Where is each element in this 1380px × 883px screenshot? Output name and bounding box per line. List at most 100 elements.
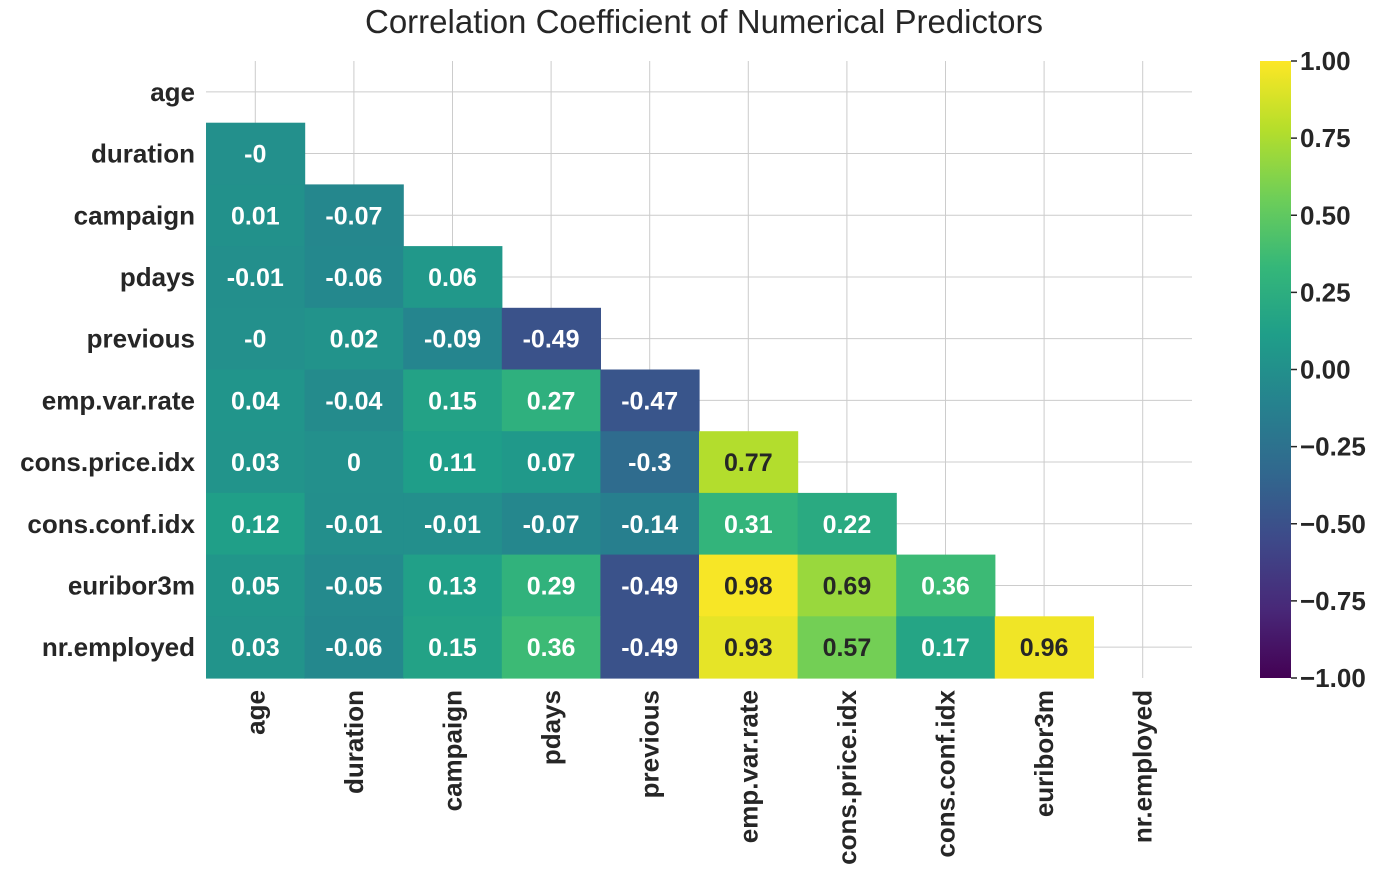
heatmap-cell [699, 492, 799, 556]
colorbar-tick-label: 0.50 [1300, 200, 1351, 230]
heatmap-cell [206, 492, 306, 556]
heatmap-cell [206, 307, 306, 371]
cell-value-label: -0.07 [523, 511, 580, 539]
heatmap-cell [501, 369, 601, 432]
cell-value-label: 0.02 [330, 326, 379, 354]
heatmap-cell [304, 369, 404, 432]
cell-value-label: 0 [347, 449, 361, 477]
cell-value-label: -0 [244, 141, 266, 169]
cell-value-label: -0.47 [621, 387, 678, 415]
heatmap-cell [304, 307, 404, 371]
cell-value-label: 0.03 [231, 634, 280, 662]
column-tick-label: emp.var.rate [733, 690, 763, 843]
heatmap-cell [403, 492, 503, 556]
heatmap-cell [304, 616, 404, 679]
row-tick-label: age [150, 77, 195, 107]
heatmap-cell [501, 492, 601, 556]
column-tick-label: euribor3m [1029, 690, 1059, 817]
column-tick-label: nr.employed [1128, 690, 1158, 843]
row-tick-label: emp.var.rate [42, 385, 195, 415]
heatmap-cell [600, 369, 700, 432]
cell-value-label: 0.36 [527, 634, 576, 662]
heatmap-cell [797, 554, 897, 617]
heatmap-cell [403, 246, 503, 309]
heatmap-cell [403, 431, 503, 494]
cell-value-label: -0.05 [325, 572, 382, 600]
heatmap-cell [896, 554, 996, 617]
row-tick-label: cons.price.idx [20, 447, 195, 477]
cell-value-label: 0.11 [429, 449, 476, 477]
chart-title: Correlation Coefficient of Numerical Pre… [365, 3, 1043, 40]
colorbar-tick-label: 1.00 [1300, 46, 1351, 76]
column-tick-label: duration [339, 690, 369, 794]
heatmap-cell [600, 554, 700, 617]
colorbar-tick-label: 0.00 [1300, 355, 1351, 385]
cell-value-label: 0.15 [428, 634, 477, 662]
row-tick-label: previous [87, 324, 195, 354]
heatmap-cell [403, 307, 503, 371]
row-tick-label: duration [91, 139, 195, 169]
cell-value-label: 0.98 [724, 572, 773, 600]
cell-value-label: -0.3 [628, 449, 671, 477]
heatmap-cell [896, 616, 996, 679]
heatmap-cell [206, 246, 306, 309]
column-tick-label: cons.price.idx [832, 689, 862, 864]
column-tick-label: age [240, 690, 270, 735]
colorbar-tick-label: −0.25 [1300, 432, 1366, 462]
cell-value-label: -0.49 [621, 634, 678, 662]
heatmap-cells [206, 122, 1094, 679]
heatmap-cell [699, 431, 799, 494]
heatmap-cell [797, 492, 897, 556]
heatmap-cell [206, 184, 306, 247]
colorbar-gradient [1260, 61, 1291, 678]
cell-value-label: 0.03 [231, 449, 280, 477]
heatmap-cell [600, 431, 700, 494]
cell-value-label: 0.36 [921, 572, 970, 600]
cell-value-label: 0.96 [1020, 634, 1069, 662]
colorbar-tick-label: −1.00 [1300, 663, 1366, 693]
heatmap-cell [501, 307, 601, 371]
row-tick-labels: age duration campaign pdays previous emp.var.… [20, 77, 195, 662]
column-tick-label: campaign [438, 690, 468, 811]
heatmap-cell [501, 616, 601, 679]
cell-value-label: 0.05 [231, 572, 280, 600]
cell-value-label: -0.06 [325, 264, 382, 292]
cell-value-label: 0.01 [231, 202, 280, 230]
heatmap-cell [304, 246, 404, 309]
heatmap-cell [600, 616, 700, 679]
heatmap-cell [206, 554, 306, 617]
heatmap-cell [206, 431, 306, 494]
cell-value-label: -0 [244, 326, 266, 354]
cell-value-label: -0.14 [621, 511, 678, 539]
heatmap-cell [403, 616, 503, 679]
cell-value-label: 0.07 [527, 449, 576, 477]
cell-value-label: 0.22 [823, 511, 872, 539]
heatmap-cell [206, 616, 306, 679]
cell-value-label: 0.31 [724, 511, 773, 539]
cell-value-label: 0.29 [527, 572, 576, 600]
colorbar-tick-label: 0.75 [1300, 123, 1351, 153]
cell-value-label: 0.04 [231, 387, 280, 415]
heatmap-cell [304, 492, 404, 556]
row-tick-label: nr.employed [42, 632, 195, 662]
heatmap-cell [994, 616, 1094, 679]
cell-value-label: -0.09 [424, 326, 481, 354]
heatmap-cell [699, 616, 799, 679]
heatmap-cell [304, 431, 404, 494]
row-tick-label: pdays [120, 262, 195, 292]
cell-value-label: -0.07 [325, 202, 382, 230]
cell-value-label: 0.06 [428, 264, 477, 292]
cell-value-label: -0.49 [523, 326, 580, 354]
heatmap-cell [206, 369, 306, 432]
heatmap-cell [699, 554, 799, 617]
heatmap-cell [403, 554, 503, 617]
heatmap-cell-labels: -0 0.01 -0.07 -0.01 -0.06 0.06 -0 0.02 -0.09 -0.4… [227, 141, 1069, 663]
cell-value-label: -0.01 [227, 264, 284, 292]
cell-value-label: -0.49 [621, 572, 678, 600]
row-tick-label: campaign [74, 200, 195, 230]
cell-value-label: -0.01 [325, 511, 382, 539]
colorbar: 1.00 0.75 0.50 0.25 0.00 −0.25 −0.50 −0.75 −1.00 [1260, 46, 1366, 693]
cell-value-label: 0.17 [921, 634, 970, 662]
column-tick-label: cons.conf.idx [931, 689, 961, 857]
row-tick-label: euribor3m [68, 570, 195, 600]
